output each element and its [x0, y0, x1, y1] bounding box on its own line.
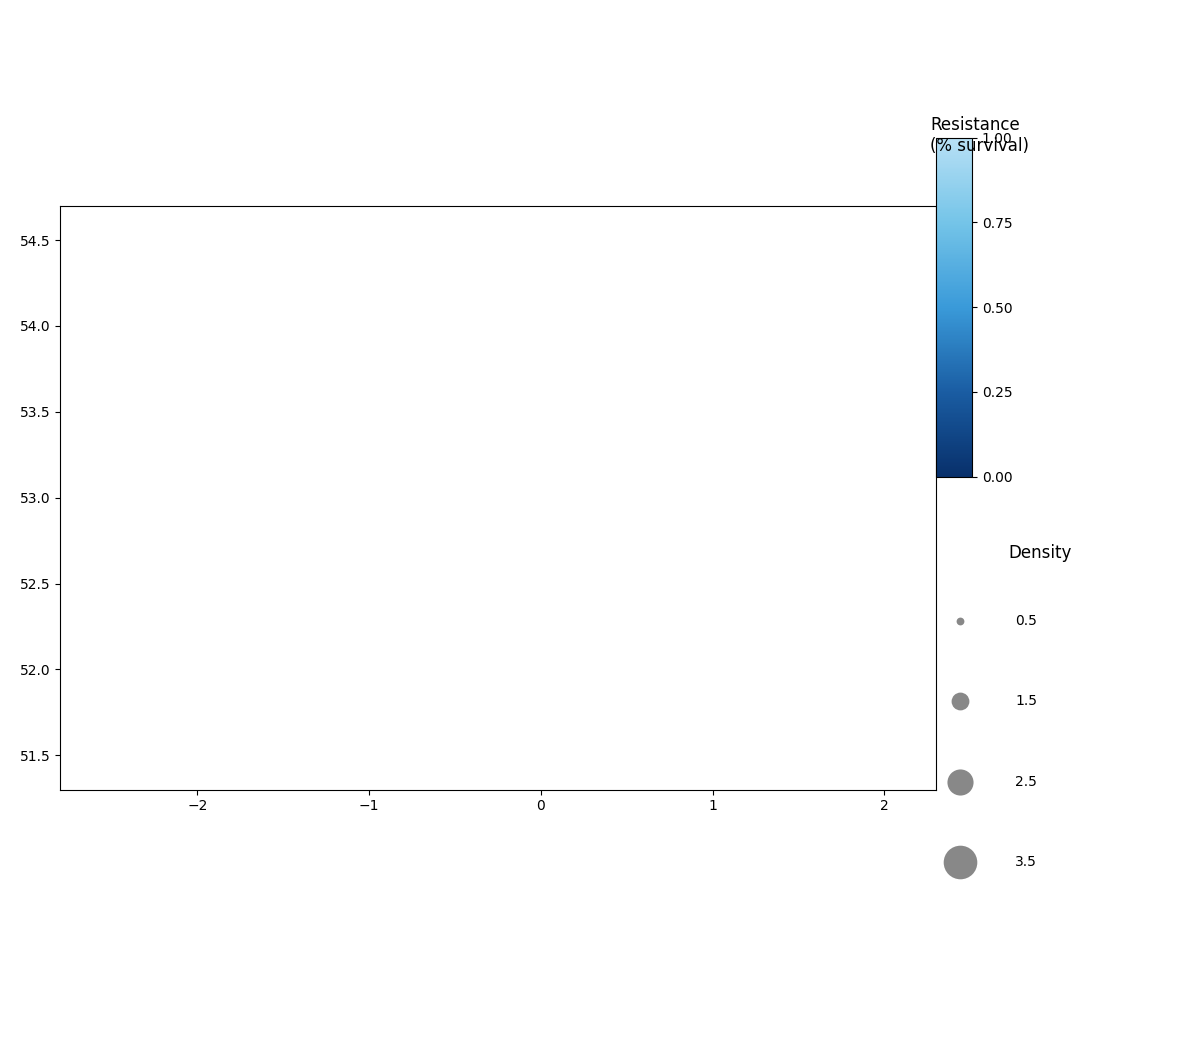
Text: Resistance
(% survival): Resistance (% survival): [930, 116, 1030, 156]
Text: 2.5: 2.5: [1015, 774, 1037, 789]
Text: 3.5: 3.5: [1015, 855, 1037, 869]
Text: Density: Density: [1008, 544, 1072, 562]
Text: 1.5: 1.5: [1015, 694, 1037, 708]
Text: 0.5: 0.5: [1015, 613, 1037, 628]
